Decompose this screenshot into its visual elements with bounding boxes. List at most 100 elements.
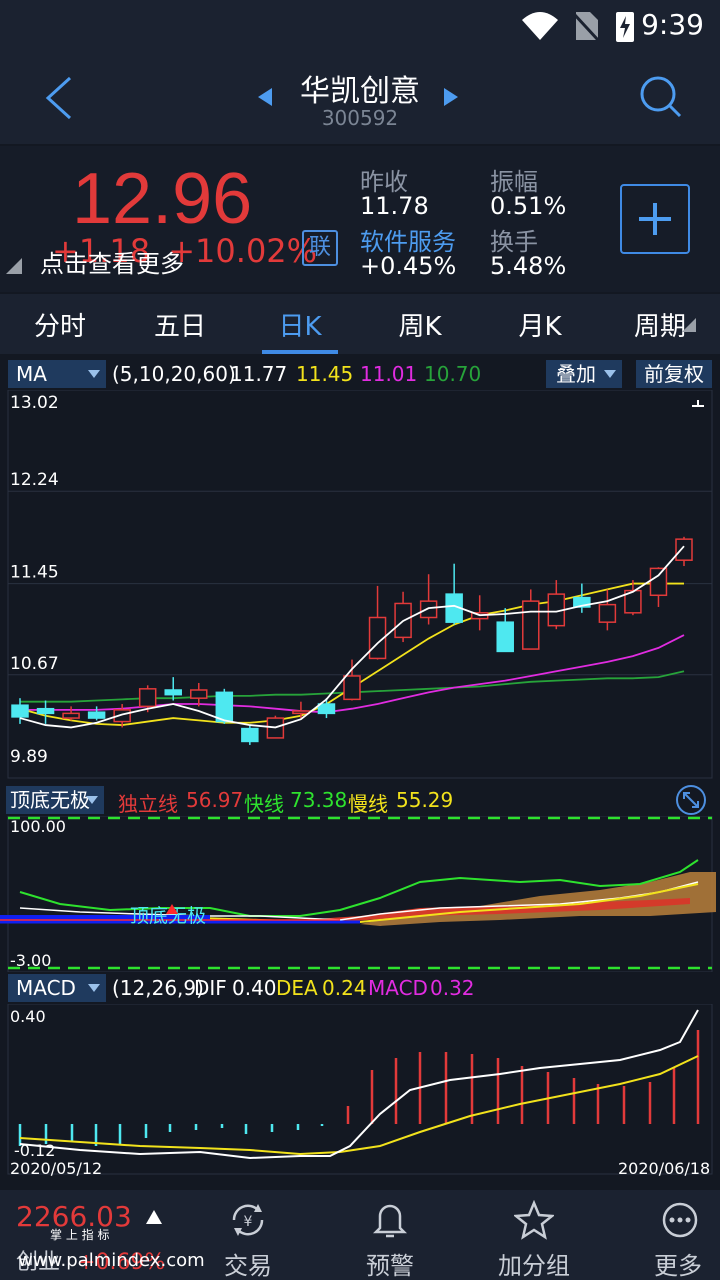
- ddwj-selector-arrow-icon: [86, 796, 98, 804]
- nav-add-group[interactable]: 加分组: [474, 1190, 594, 1280]
- tab-weekly-k[interactable]: 周K: [398, 312, 442, 342]
- kline-y-label: 12.24: [10, 470, 59, 490]
- index-change: +0.69%: [77, 1250, 166, 1275]
- prev-close-value: 11.78: [360, 192, 429, 220]
- overlay-button-label: 叠加: [556, 362, 596, 386]
- ddwj-line1-value: 56.97: [186, 788, 244, 812]
- tab-daily-k[interactable]: 日K: [278, 312, 322, 342]
- tab-period[interactable]: 周期: [633, 312, 686, 342]
- macd-selector[interactable]: MACD: [8, 974, 106, 1002]
- macd-params: (12,26,9): [112, 976, 204, 1000]
- ddwj-line2-value: 73.38: [290, 788, 348, 812]
- ma5-line: [19, 545, 685, 729]
- candle-body: [241, 727, 259, 743]
- back-chevron-icon[interactable]: [44, 76, 74, 120]
- star-icon: [514, 1200, 554, 1240]
- status-time: 9:39: [641, 8, 704, 41]
- ma-selector-label: MA: [16, 362, 47, 386]
- candle-body: [190, 689, 208, 699]
- candle-body: [343, 675, 361, 701]
- ddwj-up-arrow: [166, 904, 178, 914]
- turnover-value: 5.48%: [490, 252, 567, 280]
- svg-text:¥: ¥: [244, 1214, 253, 1230]
- candle-body: [11, 704, 29, 718]
- status-bar: 9:39: [0, 0, 720, 52]
- bell-icon: [372, 1204, 408, 1238]
- ddwj-line3-value: 55.29: [396, 788, 454, 812]
- expand-corner-icon: [6, 258, 22, 274]
- overlay-arrow-icon: [604, 370, 616, 378]
- index-ticker[interactable]: 2266.03 创业 +0.69% 掌 上 指 标 www.palmindex.…: [0, 1190, 205, 1280]
- nav-alert[interactable]: 预警: [330, 1190, 450, 1280]
- nav-trade[interactable]: ¥ 交易: [188, 1190, 308, 1280]
- ma10-value: 11.45: [296, 362, 354, 386]
- ddwj-chart[interactable]: 100.00 -3.00 顶底无极: [0, 816, 720, 972]
- candle-body: [138, 688, 157, 708]
- ddwj-y-bottom: -3.00: [10, 951, 51, 970]
- ma20-line: [20, 634, 685, 714]
- candle-body: [624, 589, 642, 614]
- trade-icon: ¥: [232, 1204, 264, 1236]
- quote-panel[interactable]: 12.96 +1.18 +10.02% 点击查看更多 联 昨收 11.78 软件…: [0, 146, 720, 292]
- candle-body: [215, 691, 234, 723]
- macd-frame: [7, 1004, 713, 1175]
- candle-body: [36, 707, 55, 715]
- watermark-site: www.palmindex.com: [18, 1250, 205, 1271]
- dea-label: DEA: [276, 976, 318, 1000]
- fullscreen-icon[interactable]: [674, 784, 708, 816]
- dea-line: [19, 1055, 699, 1156]
- candle-body: [598, 603, 617, 623]
- ddwj-blue-band: [0, 915, 210, 923]
- candle-body: [649, 567, 668, 597]
- price-change: +1.18 +10.02%: [52, 232, 317, 270]
- candle-body: [87, 711, 106, 719]
- ddwj-annotation: 顶底无极: [130, 905, 206, 927]
- tab-monthly-k[interactable]: 月K: [518, 312, 562, 342]
- ddwj-fast-line: [19, 859, 699, 917]
- bottom-nav: 2266.03 创业 +0.69% 掌 上 指 标 www.palmindex.…: [0, 1190, 720, 1280]
- stock-name: 华凯创意: [300, 74, 420, 109]
- nav-more[interactable]: 更多: [618, 1190, 720, 1280]
- kline-y-label: 10.67: [10, 654, 59, 674]
- ma5-value: 11.77: [230, 362, 288, 386]
- ma60-value: 10.70: [424, 362, 482, 386]
- next-stock-icon[interactable]: [444, 88, 458, 106]
- ma-indicator-bar: MA (5,10,20,60) 11.77 11.45 11.01 10.70 …: [0, 358, 720, 390]
- macd-selector-arrow-icon: [88, 984, 100, 992]
- index-name-text: 创业: [16, 1250, 61, 1275]
- ddwj-y-top: 100.00: [10, 817, 66, 836]
- last-price: 12.96: [72, 159, 253, 239]
- ddwj-indicator-bar: 顶底无极 独立线 56.97 快线 73.38 慢线 55.29: [0, 784, 720, 816]
- linked-button[interactable]: 联: [302, 230, 338, 266]
- ddwj-line1-label: 独立线: [118, 792, 178, 816]
- macd-selector-label: MACD: [16, 976, 76, 1000]
- add-watchlist-button[interactable]: [620, 184, 690, 254]
- sector-label[interactable]: 软件服务: [360, 228, 456, 256]
- ddwj-selector[interactable]: 顶底无极: [6, 786, 104, 814]
- overlay-button[interactable]: 叠加: [546, 360, 622, 388]
- adjust-button[interactable]: 前复权: [636, 360, 712, 388]
- view-more-tip[interactable]: 点击查看更多: [40, 250, 184, 278]
- kline-y-label: 9.89: [10, 747, 48, 767]
- stock-code: 300592: [321, 106, 399, 130]
- tab-five-day[interactable]: 五日: [153, 312, 206, 342]
- candle-body: [317, 703, 336, 715]
- prev-stock-icon[interactable]: [258, 88, 272, 106]
- active-tab-indicator: [262, 350, 338, 354]
- candle-body: [164, 689, 182, 696]
- tab-intraday[interactable]: 分时: [33, 312, 86, 342]
- ma-selector-arrow-icon: [88, 370, 100, 378]
- nav-trade-label: 交易: [224, 1252, 272, 1280]
- price-change-abs: +1.18: [52, 232, 151, 270]
- prev-close-label: 昨收: [360, 168, 408, 196]
- search-icon[interactable]: [638, 74, 684, 120]
- ma-selector[interactable]: MA: [8, 360, 106, 388]
- nav-add-group-label: 加分组: [498, 1252, 570, 1280]
- ma-params: (5,10,20,60): [112, 362, 236, 386]
- ddwj-line2-label: 快线: [244, 792, 284, 816]
- period-tabs: 分时 五日 日K 周K 月K 周期: [0, 294, 720, 354]
- ma20-value: 11.01: [360, 362, 418, 386]
- kline-chart[interactable]: 13.02 12.24 11.45 10.67 9.89: [0, 390, 720, 780]
